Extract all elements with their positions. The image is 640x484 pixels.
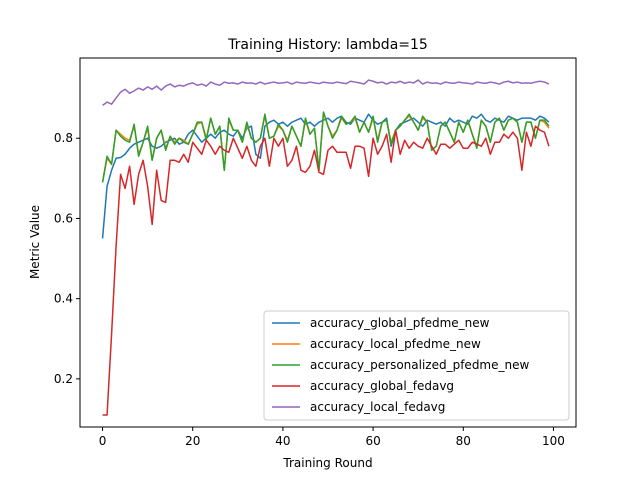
chart-title: Training History: lambda=15 (227, 37, 428, 53)
y-axis-label: Metric Value (28, 205, 42, 279)
y-tick-label: 0.6 (54, 211, 73, 225)
x-tick-label: 0 (99, 434, 107, 448)
legend-label: accuracy_global_fedavg (310, 379, 454, 393)
legend-label: accuracy_local_fedavg (310, 400, 445, 414)
y-tick-label: 0.8 (54, 131, 73, 145)
series-line-2 (101, 111, 550, 183)
legend-label: accuracy_local_pfedme_new (310, 337, 481, 351)
y-axis-ticks: 0.2 0.4 0.6 0.8 (54, 131, 80, 386)
x-axis-label: Training Round (282, 456, 372, 470)
legend-label: accuracy_personalized_pfedme_new (310, 358, 529, 372)
x-tick-label: 100 (542, 434, 565, 448)
x-axis-ticks: 0 20 40 60 80 100 (99, 427, 565, 448)
x-tick-label: 40 (275, 434, 290, 448)
legend-label: accuracy_global_pfedme_new (310, 316, 490, 330)
legend: accuracy_global_pfedme_new accuracy_local… (263, 310, 570, 421)
plot-lines (101, 79, 550, 416)
x-tick-label: 20 (185, 434, 200, 448)
x-tick-label: 80 (456, 434, 471, 448)
series-line-3 (102, 125, 550, 416)
axes-frame (79, 57, 577, 428)
series-line-4 (102, 79, 550, 106)
legend-box (263, 310, 570, 421)
y-tick-label: 0.2 (54, 372, 73, 386)
y-tick-label: 0.4 (54, 292, 73, 306)
x-tick-label: 60 (365, 434, 380, 448)
